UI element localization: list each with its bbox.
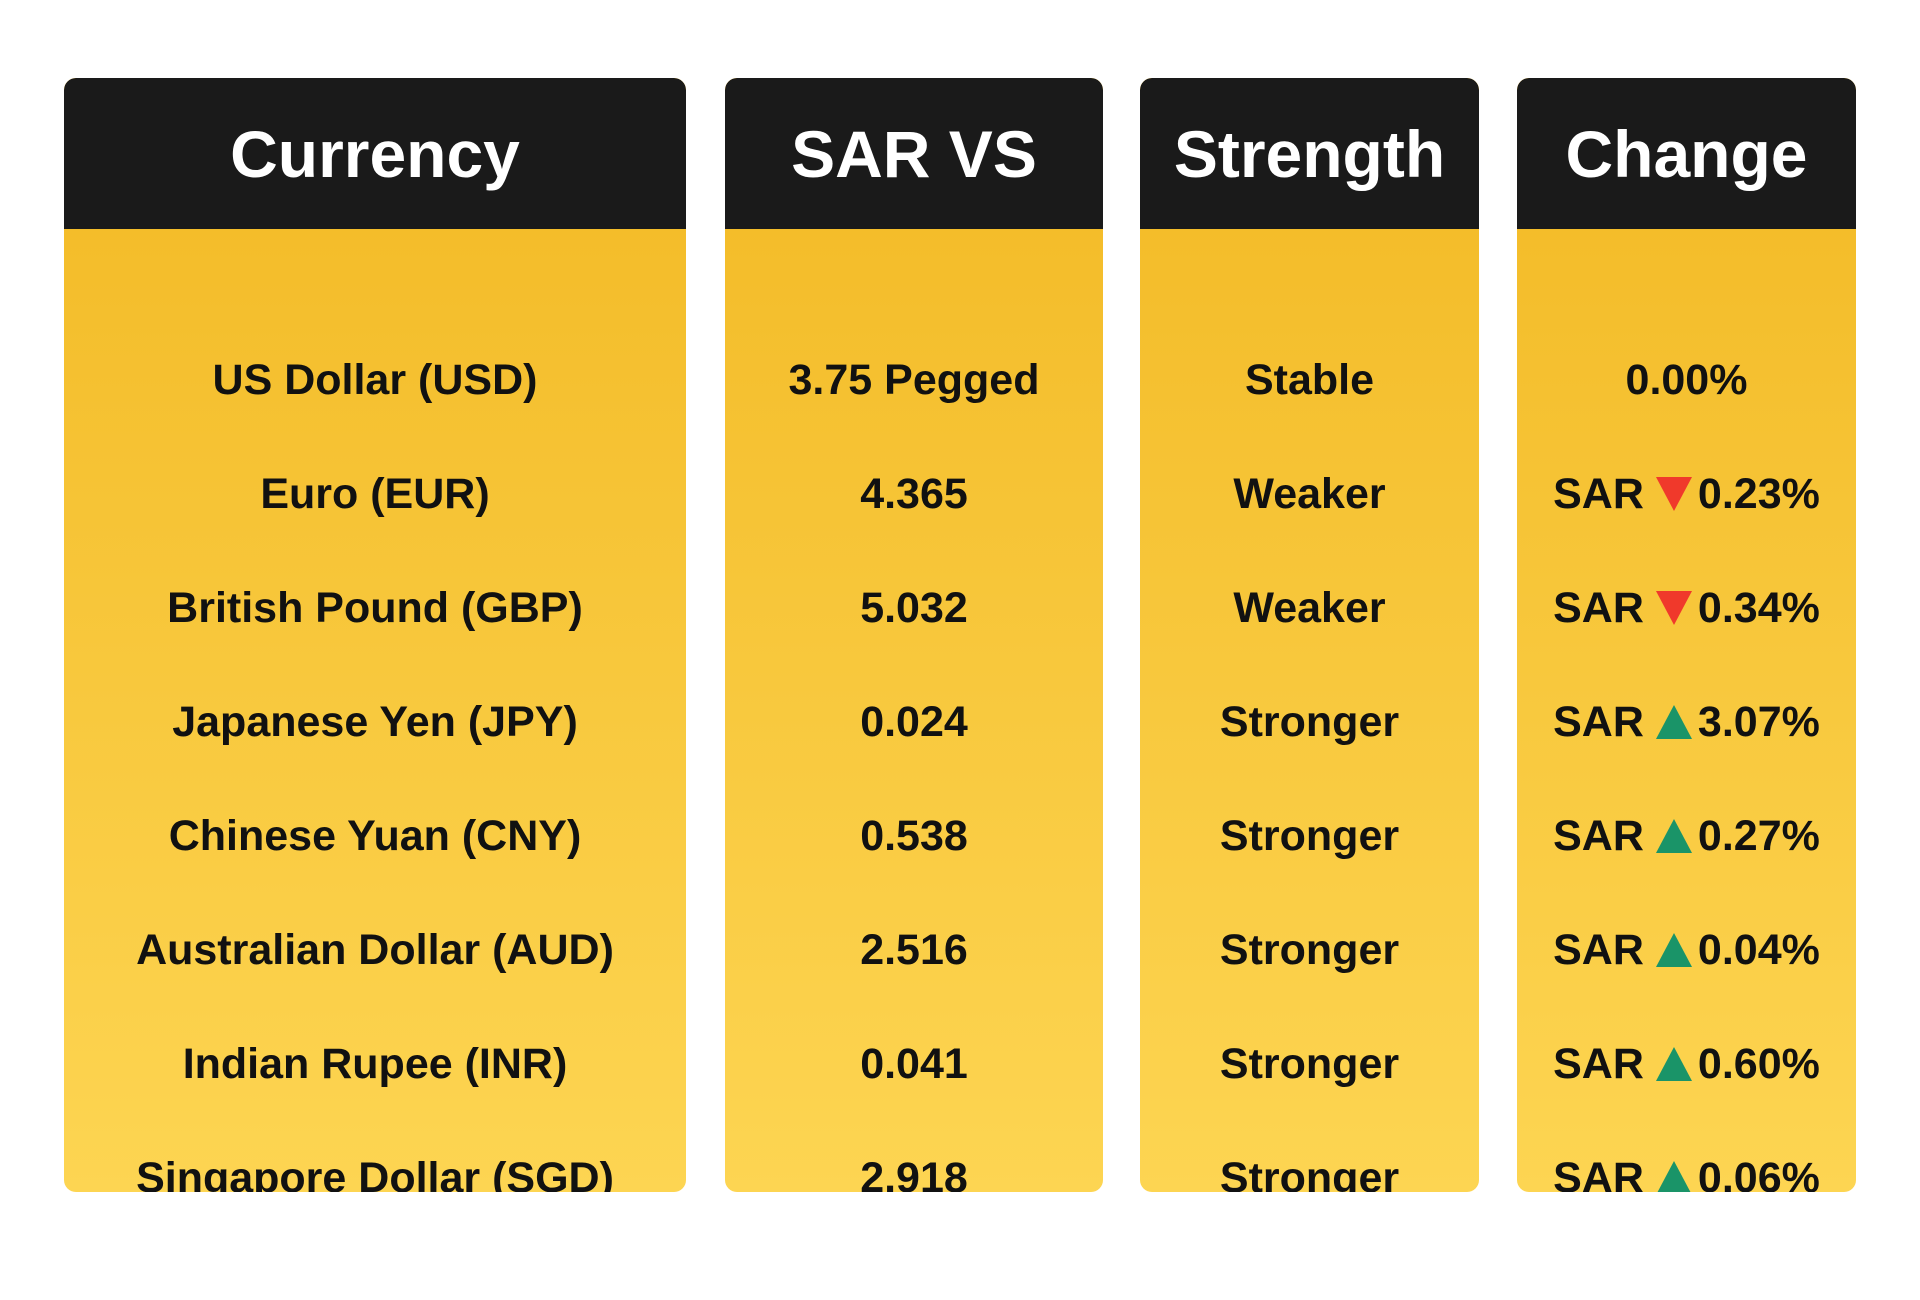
column-header: Change xyxy=(1517,78,1856,229)
arrow-shape xyxy=(1657,1161,1691,1192)
table-cell: 2.516 xyxy=(860,925,968,974)
arrow-shape xyxy=(1655,477,1692,511)
change-value: 0.60% xyxy=(1697,1039,1820,1088)
change-cell: SAR 3.07% xyxy=(1517,665,1856,779)
trend-arrow xyxy=(1655,1047,1692,1081)
change-prefix: SAR xyxy=(1553,469,1644,518)
change-value: 0.04% xyxy=(1697,925,1820,974)
table-cell: Stronger xyxy=(1219,1039,1400,1088)
trend-arrow xyxy=(1655,705,1692,739)
column-header: Currency xyxy=(64,78,686,229)
column-panel: Strength Stable Weaker Weaker Stronger Strong… xyxy=(1140,78,1479,1192)
column-panel: SAR VS 3.75 Pegged 4.365 5.032 0.024 0.538 2.5… xyxy=(725,78,1103,1192)
change-value: 0.27% xyxy=(1697,811,1820,860)
change-cell: SAR 0.06% xyxy=(1517,1121,1856,1192)
table-cell: Stronger xyxy=(1219,811,1400,860)
change-cell: SAR 0.23% xyxy=(1517,437,1856,551)
arrow-shape xyxy=(1655,819,1692,853)
change-prefix: SAR xyxy=(1553,697,1644,746)
table-cell: US Dollar (USD) xyxy=(212,355,538,404)
column-header: SAR VS xyxy=(725,78,1103,229)
change-cell: SAR 0.04% xyxy=(1517,893,1856,1007)
table-cell: 0.024 xyxy=(860,697,968,746)
table-cell: 4.365 xyxy=(860,469,968,518)
change-value: 0.23% xyxy=(1697,469,1820,518)
table-cell: Chinese Yuan (CNY) xyxy=(168,811,582,860)
change-cell: SAR 0.60% xyxy=(1517,1007,1856,1121)
trend-arrow xyxy=(1655,819,1692,853)
change-value: 3.07% xyxy=(1697,697,1820,746)
table-cell: Stable xyxy=(1244,355,1375,404)
table-cell: Weaker xyxy=(1233,583,1386,632)
change-cell: SAR 0.34% xyxy=(1517,551,1856,665)
table-cell: Stronger xyxy=(1219,925,1400,974)
table-cell: 5.032 xyxy=(860,583,968,632)
trend-arrow xyxy=(1655,477,1692,511)
table-cell: British Pound (GBP) xyxy=(167,583,583,632)
arrow-shape xyxy=(1655,591,1692,625)
column-panel: Currency US Dollar (USD) Euro (EUR) British… xyxy=(64,78,686,1192)
table-cell: 2.918 xyxy=(860,1153,968,1193)
table-cell: Stronger xyxy=(1219,697,1400,746)
arrow-shape xyxy=(1655,1047,1692,1081)
trend-arrow xyxy=(1655,933,1692,967)
trend-arrow xyxy=(1657,1161,1691,1192)
table-cell: Euro (EUR) xyxy=(260,469,490,518)
change-prefix: SAR xyxy=(1553,1039,1644,1088)
table-cell: 0.041 xyxy=(860,1039,968,1088)
change-cell: SAR 0.27% xyxy=(1517,779,1856,893)
table-cell: Weaker xyxy=(1233,469,1386,518)
change-value: 0.34% xyxy=(1697,583,1820,632)
table-cell: Australian Dollar (AUD) xyxy=(136,925,614,974)
table-cell: Stronger xyxy=(1219,1153,1400,1193)
table-cell: Singapore Dollar (SGD) xyxy=(136,1153,614,1193)
trend-arrow xyxy=(1655,591,1692,625)
column-header: Strength xyxy=(1140,78,1479,229)
table-cell: Japanese Yen (JPY) xyxy=(172,697,578,746)
arrow-shape xyxy=(1655,933,1692,967)
arrow-shape xyxy=(1655,705,1692,739)
table-cell: 0.00% xyxy=(1625,355,1748,404)
change-prefix: SAR xyxy=(1553,811,1644,860)
change-prefix: SAR xyxy=(1553,1153,1644,1193)
column-panel: Change 0.00% SAR 0.23% SAR 0.34% SAR 3.07% SAR 0.… xyxy=(1517,78,1856,1192)
change-prefix: SAR xyxy=(1553,925,1644,974)
table-cell: 3.75 Pegged xyxy=(788,355,1040,404)
table-cell: 0.538 xyxy=(860,811,968,860)
change-prefix: SAR xyxy=(1553,583,1644,632)
change-value: 0.06% xyxy=(1697,1153,1820,1193)
table-cell: Indian Rupee (INR) xyxy=(182,1039,568,1088)
